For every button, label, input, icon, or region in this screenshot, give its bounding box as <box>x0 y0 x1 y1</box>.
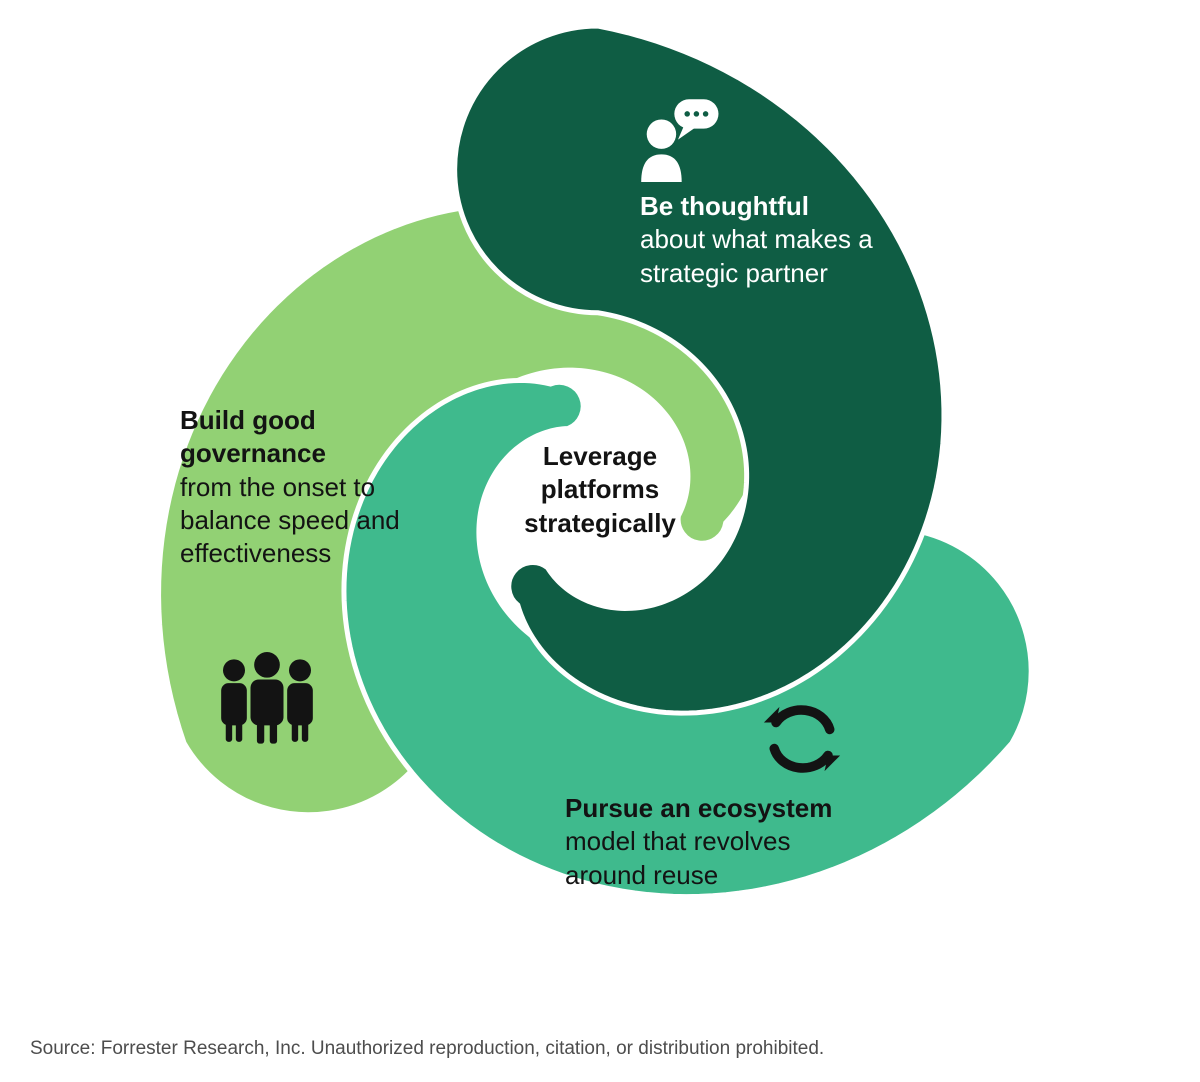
person-speech-icon <box>632 90 724 182</box>
segment-pursue-ecosystem-bold: Pursue an ecosystem <box>565 793 832 823</box>
segment-pursue-ecosystem-body: model that revolves around reuse <box>565 826 790 889</box>
diagram-stage: Be thoughtful about what makes a strateg… <box>0 0 1200 1082</box>
segment-build-governance-body: from the onset to balance speed and effe… <box>180 472 400 569</box>
center-text: Leverage platforms strategically <box>500 440 700 540</box>
segment-build-governance-text: Build good governance from the onset to … <box>180 404 400 570</box>
cycle-arrows-icon <box>758 700 846 778</box>
segment-be-thoughtful-body: about what makes a strategic partner <box>640 224 873 287</box>
segment-be-thoughtful-bold: Be thoughtful <box>640 191 809 221</box>
source-line: Source: Forrester Research, Inc. Unautho… <box>30 1038 824 1060</box>
people-group-icon <box>212 648 322 744</box>
segment-pursue-ecosystem-text: Pursue an ecosystem model that revolves … <box>565 792 875 892</box>
segment-build-governance-bold: Build good governance <box>180 405 326 468</box>
segment-be-thoughtful-text: Be thoughtful about what makes a strateg… <box>640 190 940 290</box>
